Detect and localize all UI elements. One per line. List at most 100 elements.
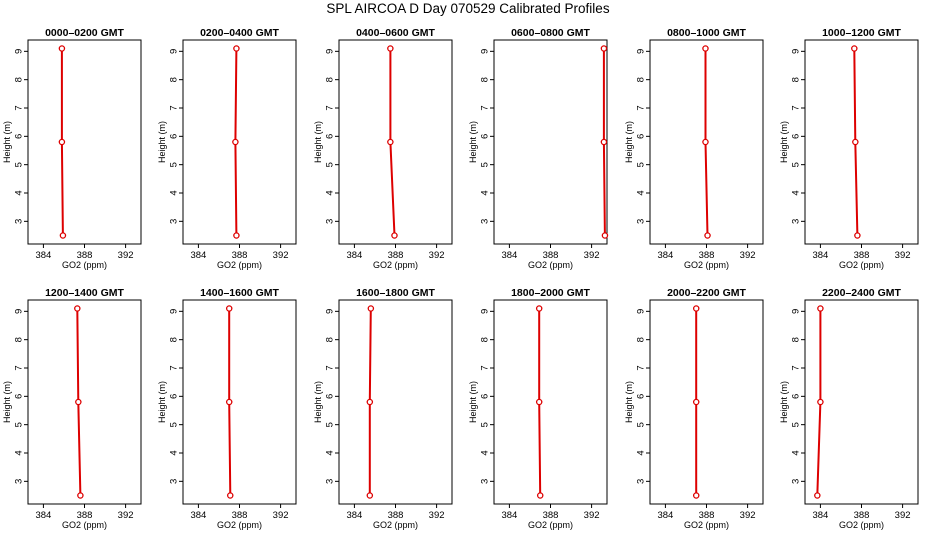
plot-frame (182, 39, 297, 245)
y-tick-label: 5 (791, 162, 802, 167)
profile-point (702, 45, 709, 52)
profile-point (692, 492, 700, 499)
y-tick-label: 5 (169, 162, 180, 167)
profile-point (233, 45, 240, 52)
y-tick-label: 9 (480, 309, 491, 314)
y-tick-label: 7 (480, 365, 491, 370)
panel-title: 1600–1800 GMT (356, 287, 435, 299)
y-tick-label: 4 (480, 190, 491, 195)
x-tick-label: 384 (346, 510, 362, 521)
y-tick-label: 6 (480, 394, 491, 399)
profile-point (227, 492, 234, 499)
y-axis-label: Height (m) (468, 121, 478, 163)
y-tick-label: 5 (636, 422, 647, 427)
x-tick-label: 392 (118, 250, 134, 261)
plot-frame (804, 39, 919, 245)
y-tick-label: 4 (325, 190, 336, 195)
profile-point (814, 492, 821, 499)
profile-point (59, 232, 67, 239)
y-tick-label: 4 (636, 450, 647, 455)
panel-1: 0000–0200 GMT 384 388 392 GO2 (ppm) 3 4 5 6 7 8 9 He… (2, 27, 142, 270)
y-tick-label: 6 (325, 134, 336, 139)
y-tick-label: 5 (480, 422, 491, 427)
y-tick-label: 8 (791, 337, 802, 342)
x-tick-label: 384 (501, 510, 517, 521)
panel-title: 0200–0400 GMT (200, 27, 279, 39)
panel-5: 0800–1000 GMT 384 388 392 GO2 (ppm) 3 4 5 6 7 8 9 He… (624, 27, 764, 270)
y-axis-label: Height (m) (624, 381, 634, 423)
x-tick-label: 392 (895, 510, 911, 521)
x-axis-label: GO2 (ppm) (684, 260, 729, 270)
x-tick-label: 384 (657, 510, 673, 521)
profile-point (75, 398, 82, 406)
y-tick-label: 9 (636, 309, 647, 314)
plot-frame (649, 299, 764, 505)
panel-title: 2000–2200 GMT (667, 287, 746, 299)
x-axis-label: GO2 (ppm) (839, 520, 884, 530)
x-tick-label: 384 (35, 250, 51, 261)
x-tick-label: 388 (77, 510, 93, 521)
x-axis-label: GO2 (ppm) (217, 520, 262, 530)
profile-point (232, 138, 239, 146)
y-tick-label: 8 (636, 77, 647, 82)
y-tick-label: 7 (636, 105, 647, 110)
y-tick-label: 9 (325, 309, 336, 314)
y-tick-label: 3 (791, 479, 802, 484)
x-tick-label: 388 (543, 510, 559, 521)
x-tick-label: 384 (35, 510, 51, 521)
y-tick-label: 7 (14, 105, 25, 110)
x-tick-label: 392 (584, 250, 600, 261)
y-tick-label: 8 (14, 337, 25, 342)
profile-point (77, 492, 84, 499)
y-tick-label: 7 (14, 365, 25, 370)
panel-title: 0800–1000 GMT (667, 27, 746, 39)
profile-point (692, 305, 700, 312)
panel-2: 0200–0400 GMT 384 388 392 GO2 (ppm) 3 4 5 6 7 8 9 He… (157, 27, 297, 270)
y-axis-label: Height (m) (779, 381, 789, 423)
profile-point (58, 45, 66, 52)
x-tick-label: 384 (501, 250, 517, 261)
panel-10: 1800–2000 GMT 384 388 392 GO2 (ppm) 3 4 5 6 7 8 9 He… (468, 287, 608, 530)
profile-point (854, 232, 861, 239)
y-tick-label: 7 (325, 365, 336, 370)
x-tick-label: 388 (388, 250, 404, 261)
profile-point (233, 232, 240, 239)
profile-point (366, 398, 374, 406)
plot-frame (27, 39, 142, 245)
x-tick-label: 384 (346, 250, 362, 261)
x-tick-label: 392 (740, 510, 756, 521)
y-tick-label: 9 (791, 309, 802, 314)
y-axis-label: Height (m) (157, 381, 167, 423)
y-axis-label: Height (m) (313, 381, 323, 423)
x-tick-label: 384 (812, 250, 828, 261)
panel-title: 1200–1400 GMT (45, 287, 124, 299)
profile-point (535, 398, 543, 406)
x-axis-label: GO2 (ppm) (373, 520, 418, 530)
x-axis-label: GO2 (ppm) (684, 520, 729, 530)
y-axis-label: Height (m) (624, 121, 634, 163)
y-tick-label: 5 (14, 162, 25, 167)
y-tick-label: 4 (14, 450, 25, 455)
panel-9: 1600–1800 GMT 384 388 392 GO2 (ppm) 3 4 5 6 7 8 9 He… (313, 287, 453, 530)
x-tick-label: 388 (543, 250, 559, 261)
y-tick-label: 3 (14, 219, 25, 224)
y-tick-label: 8 (325, 337, 336, 342)
panel-title: 1400–1600 GMT (200, 287, 279, 299)
panel-title: 2200–2400 GMT (822, 287, 901, 299)
profile-point (536, 492, 544, 499)
y-tick-label: 5 (325, 422, 336, 427)
profile-point (704, 232, 711, 239)
x-tick-label: 392 (895, 250, 911, 261)
y-tick-label: 3 (636, 219, 647, 224)
y-tick-label: 3 (480, 219, 491, 224)
y-tick-label: 8 (636, 337, 647, 342)
x-tick-label: 384 (812, 510, 828, 521)
x-axis-label: GO2 (ppm) (62, 260, 107, 270)
y-tick-label: 4 (14, 190, 25, 195)
figure-title: SPL AIRCOA D Day 070529 Calibrated Profi… (326, 1, 610, 16)
y-tick-label: 3 (14, 479, 25, 484)
y-axis-label: Height (m) (2, 121, 12, 163)
x-tick-label: 392 (584, 510, 600, 521)
x-axis-label: GO2 (ppm) (217, 260, 262, 270)
